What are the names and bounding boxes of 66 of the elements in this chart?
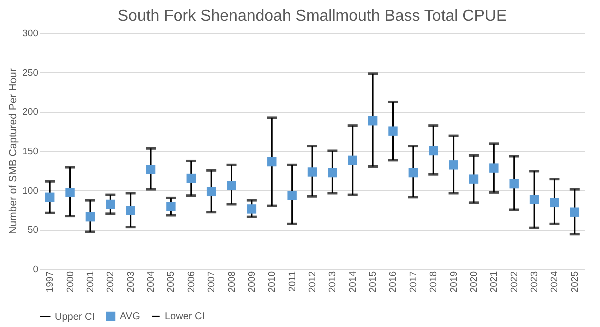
legend-label: AVG [120, 312, 141, 322]
legend-label: Upper CI [55, 312, 96, 323]
point [429, 146, 438, 156]
x-tick-label: 2023 [530, 272, 541, 293]
x-tick-label: 2012 [308, 272, 318, 293]
x-tick-label: 2015 [368, 272, 380, 293]
x-tick-label: 2022 [509, 272, 520, 293]
x-tick-label: 2021 [489, 272, 500, 293]
x-tick-label: 2010 [267, 272, 278, 293]
point [570, 208, 580, 217]
point [510, 179, 519, 189]
y-tick-label: 150 [22, 146, 38, 158]
x-tick-label: 1997 [45, 272, 56, 293]
x-tick-label: 2004 [146, 272, 158, 293]
x-tick-label: 2007 [206, 272, 218, 293]
x-tick-label: 2009 [246, 272, 258, 293]
x-tick-label: 2025 [570, 272, 581, 293]
x-tick-label: 2024 [550, 272, 561, 293]
point [45, 192, 55, 202]
y-tick-label: 0 [33, 264, 38, 276]
point [288, 191, 297, 200]
x-tick-label: 2011 [287, 272, 298, 292]
point [449, 160, 458, 170]
x-tick-label: 2006 [186, 272, 198, 293]
x-tick-label: 2008 [226, 272, 238, 293]
x-tick-label: 2002 [106, 272, 117, 293]
y-tick-label: 200 [22, 107, 38, 118]
point [126, 206, 136, 216]
x-tick-label: 2016 [388, 272, 400, 293]
x-tick-label: 2013 [328, 272, 339, 293]
point [146, 165, 156, 174]
y-tick-label: 250 [22, 68, 38, 79]
legend-label: Lower CI [165, 312, 206, 322]
point [66, 188, 75, 198]
point [268, 157, 277, 167]
point [469, 174, 479, 184]
x-tick-label: 2019 [448, 272, 460, 293]
point [186, 174, 196, 184]
point [490, 164, 499, 173]
y-tick-label: 100 [22, 186, 38, 197]
x-tick-label: 2014 [348, 272, 359, 293]
point [86, 212, 96, 222]
point [227, 181, 236, 190]
y-tick-label: 300 [22, 28, 38, 40]
point [550, 198, 560, 208]
point [328, 168, 338, 178]
point [247, 204, 257, 214]
point [206, 187, 216, 197]
y-axis-title: Number of SMB Captured Per Hour [8, 68, 20, 234]
point [308, 168, 318, 177]
x-tick-label: 2001 [85, 272, 96, 293]
x-tick-label: 2003 [126, 272, 137, 293]
x-tick-label: 2018 [428, 272, 440, 293]
point [368, 116, 378, 126]
x-tick-label: 2000 [65, 272, 76, 293]
point [408, 168, 418, 178]
x-tick-label: 2005 [166, 272, 178, 293]
y-tick-label: 50 [28, 225, 38, 236]
point [166, 202, 176, 212]
chart-title: South Fork Shenandoah Smallmouth Bass Total CPUE [118, 8, 508, 25]
x-tick-label: 2017 [408, 272, 420, 293]
point [388, 126, 398, 136]
point [348, 156, 358, 166]
point [530, 195, 540, 204]
point [106, 200, 116, 210]
x-tick-label: 2020 [468, 272, 480, 293]
